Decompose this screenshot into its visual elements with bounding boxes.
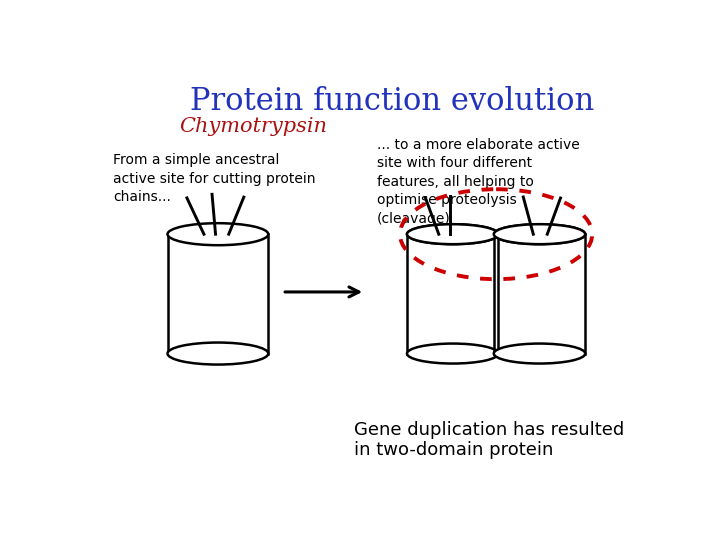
- Ellipse shape: [407, 224, 498, 244]
- Ellipse shape: [494, 224, 585, 244]
- Text: Chymotrypsin: Chymotrypsin: [179, 117, 327, 136]
- Ellipse shape: [168, 223, 269, 245]
- Text: Gene duplication has resulted
in two-domain protein: Gene duplication has resulted in two-dom…: [354, 421, 624, 460]
- Text: From a simple ancestral
active site for cutting protein
chains...: From a simple ancestral active site for …: [113, 153, 316, 204]
- Ellipse shape: [407, 343, 498, 363]
- Ellipse shape: [494, 224, 585, 244]
- Ellipse shape: [168, 342, 269, 365]
- Text: Protein function evolution: Protein function evolution: [190, 86, 595, 117]
- Ellipse shape: [407, 224, 498, 244]
- Ellipse shape: [494, 343, 585, 363]
- Text: ... to a more elaborate active
site with four different
features, all helping to: ... to a more elaborate active site with…: [377, 138, 580, 226]
